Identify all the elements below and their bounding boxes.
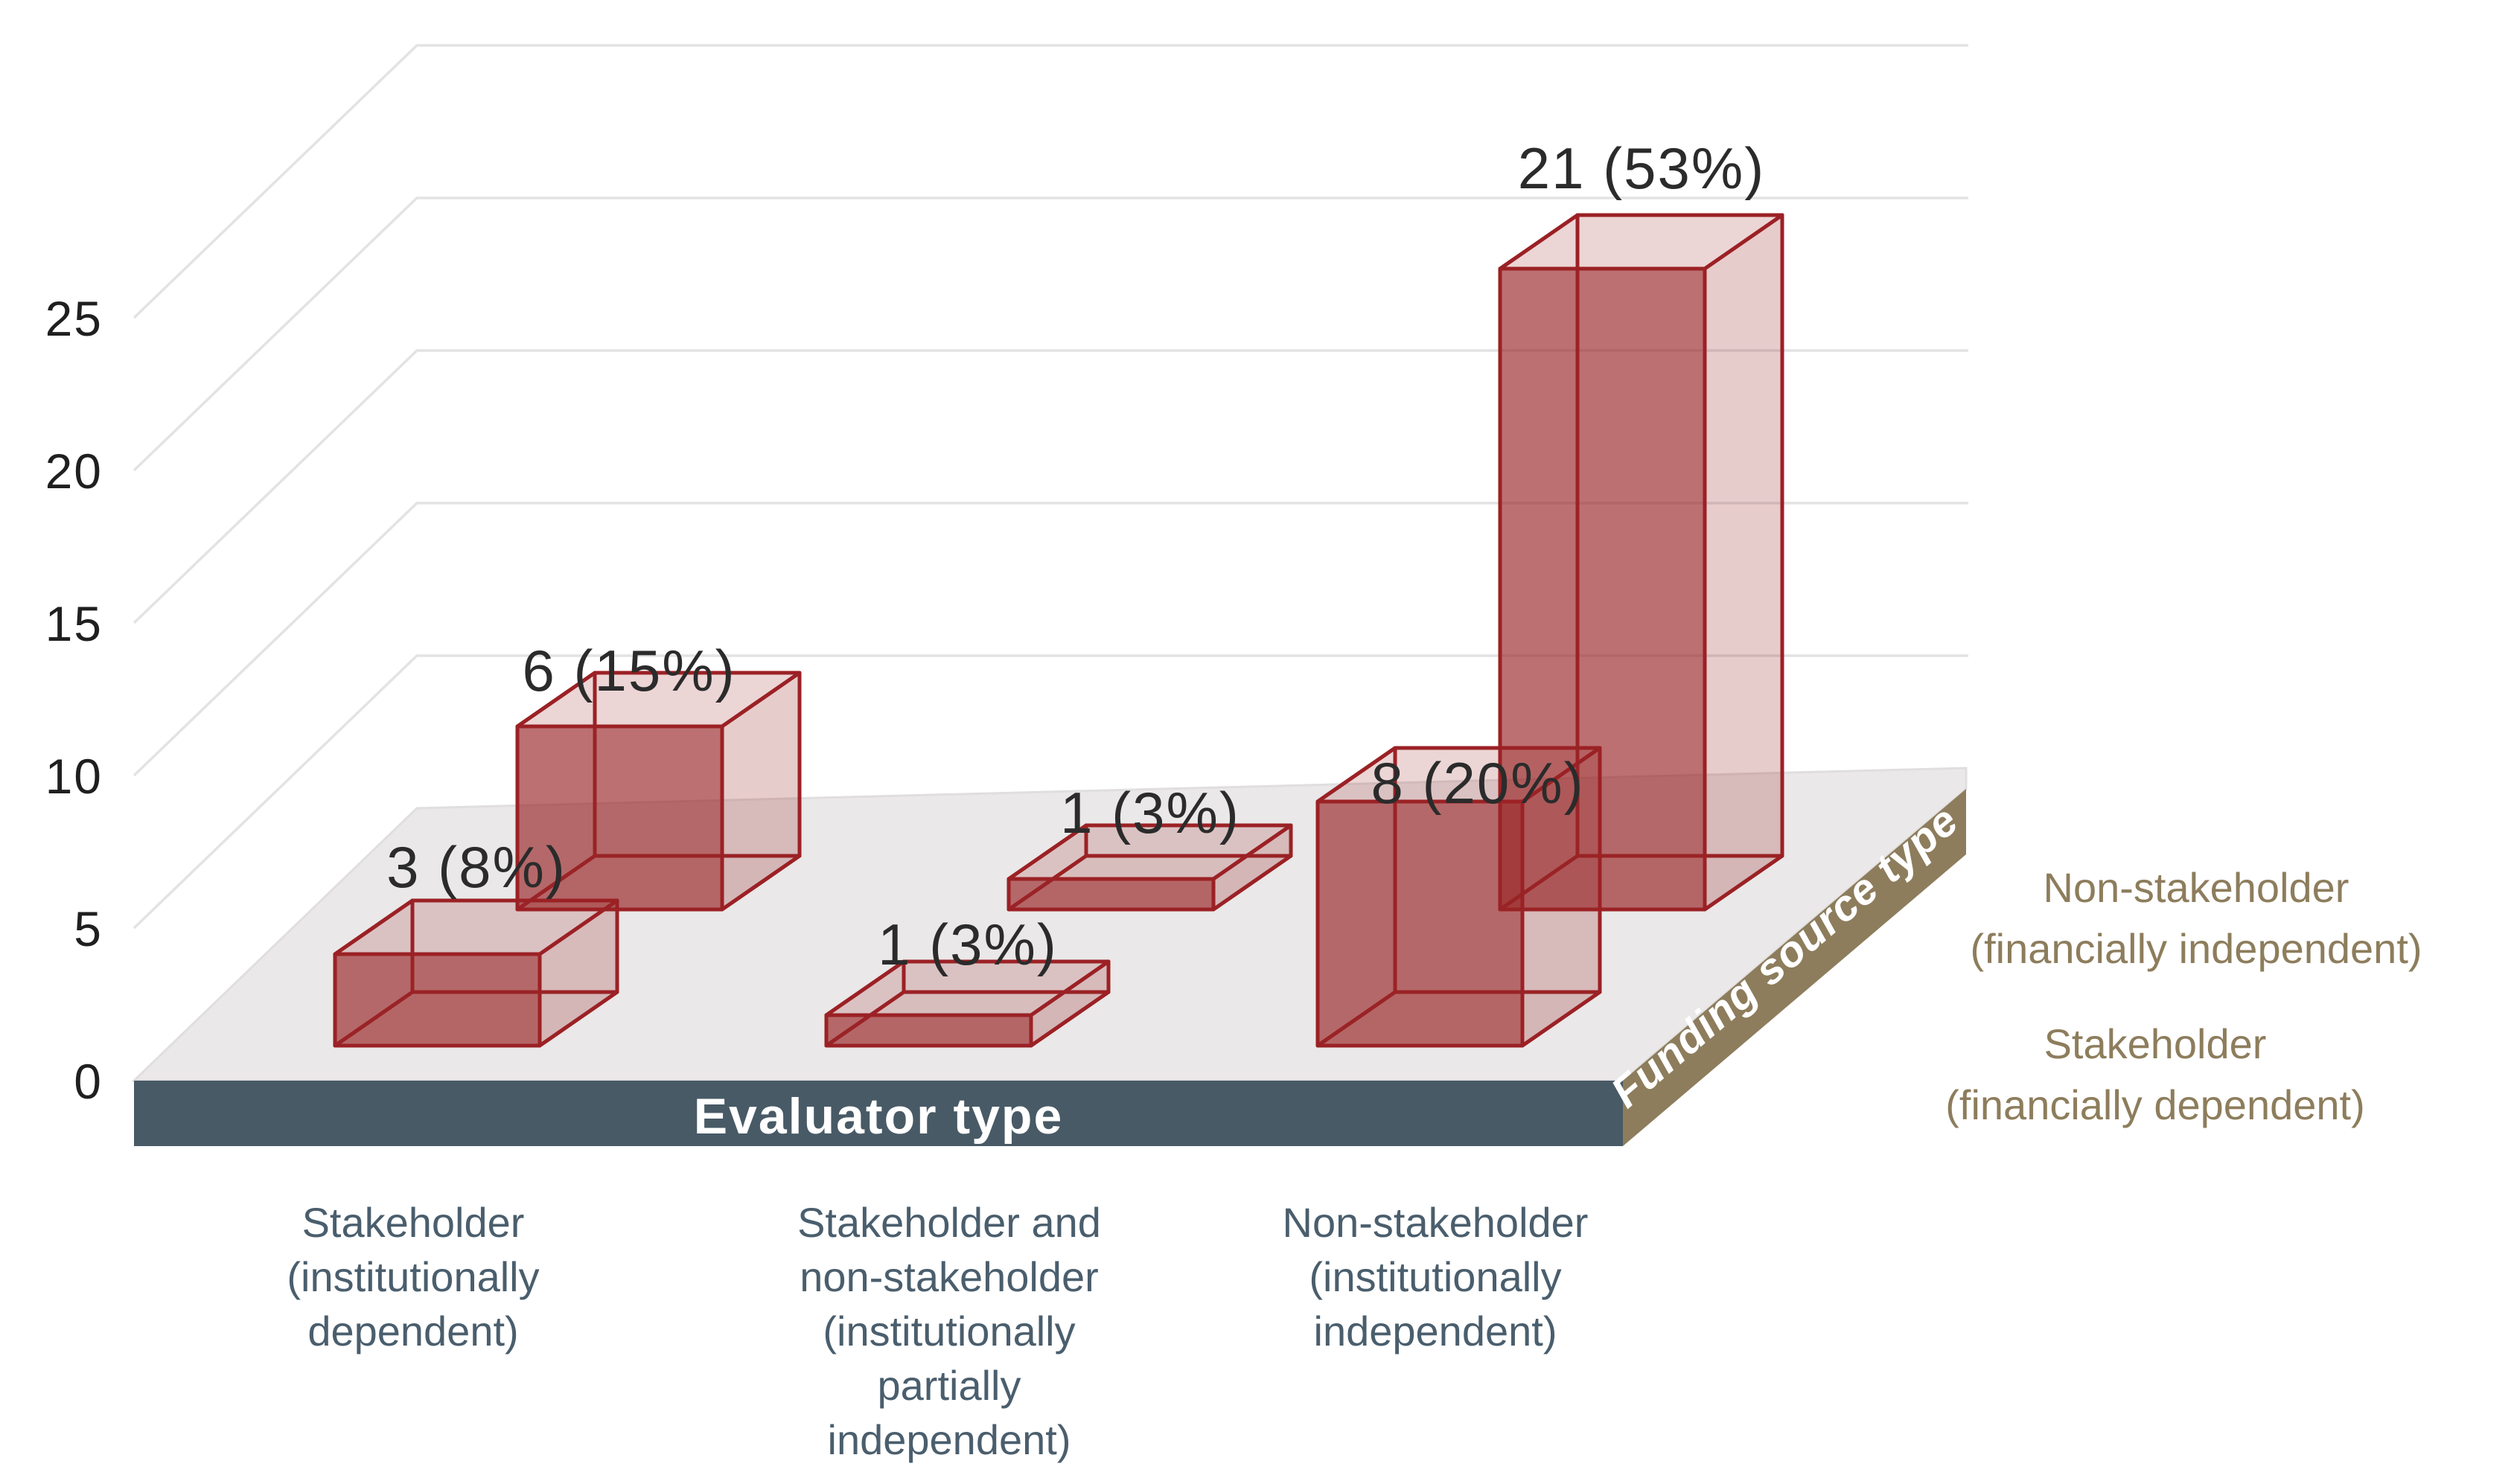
bar-front-row-cat-0 [333,898,619,1048]
gridline-25 [133,44,1968,319]
category-label-1: Stakeholder and non-stakeholder (instituti… [797,1199,1101,1463]
bar-back-row-cat-0 [515,671,802,912]
value-label-front-cat-2: 8 (20%) [1371,750,1584,816]
value-labels-layer: 6 (15%) 1 (3%) 21 (53%) 3 (8%) 1 (3%) 8 (20%) [386,135,1766,977]
value-label-back-cat-1: 1 (3%) [1060,780,1240,845]
y-axis-tick-labels: 0 5 10 15 20 25 [45,291,103,1109]
y-tick-label-10: 10 [45,749,103,804]
value-label-front-cat-0: 3 (8%) [386,834,567,900]
box-front-face [824,1013,1033,1048]
category-labels-layer: Stakeholder (institutionally dependent) Sta… [287,1199,1588,1463]
y-tick-label-0: 0 [74,1054,103,1109]
gridlines-layer [133,44,1968,930]
gridline-10 [133,502,1968,777]
gridline-20 [133,196,1968,472]
category-label-0: Stakeholder (institutionally dependent) [287,1199,539,1355]
row-label-front: Stakeholder (financially dependent) [1945,1020,2364,1128]
bar-back-row-cat-1 [1006,823,1293,912]
gridline-15 [133,349,1968,624]
bar-front-row-cat-1 [824,959,1111,1048]
box-front-face [515,724,724,912]
row-label-back: Non-stakeholder (financially independent) [1970,864,2422,972]
y-tick-label-5: 5 [74,901,103,956]
value-label-front-cat-1: 1 (3%) [878,912,1058,977]
y-tick-label-15: 15 [45,596,103,651]
value-label-back-cat-2: 21 (53%) [1518,135,1766,201]
bars-layer [333,213,1784,1048]
y-tick-label-25: 25 [45,291,103,346]
value-label-back-cat-0: 6 (15%) [522,638,736,703]
box-front-face [1315,799,1525,1048]
row-labels-layer: Non-stakeholder (financially independent)… [1945,864,2422,1128]
evaluator-axis-title: Evaluator type [694,1088,1064,1145]
gridline-5 [133,654,1968,930]
bar-front-row-cat-2 [1315,746,1602,1048]
evaluator-axis-band [134,1081,1623,1146]
box-front-face [333,952,542,1048]
funding-axis-ribbon [1623,789,1966,1146]
box-right-face [1703,213,1784,912]
y-tick-label-20: 20 [45,444,103,499]
category-label-2: Non-stakeholder (institutionally independe… [1283,1199,1589,1355]
box-front-face [1006,877,1216,912]
